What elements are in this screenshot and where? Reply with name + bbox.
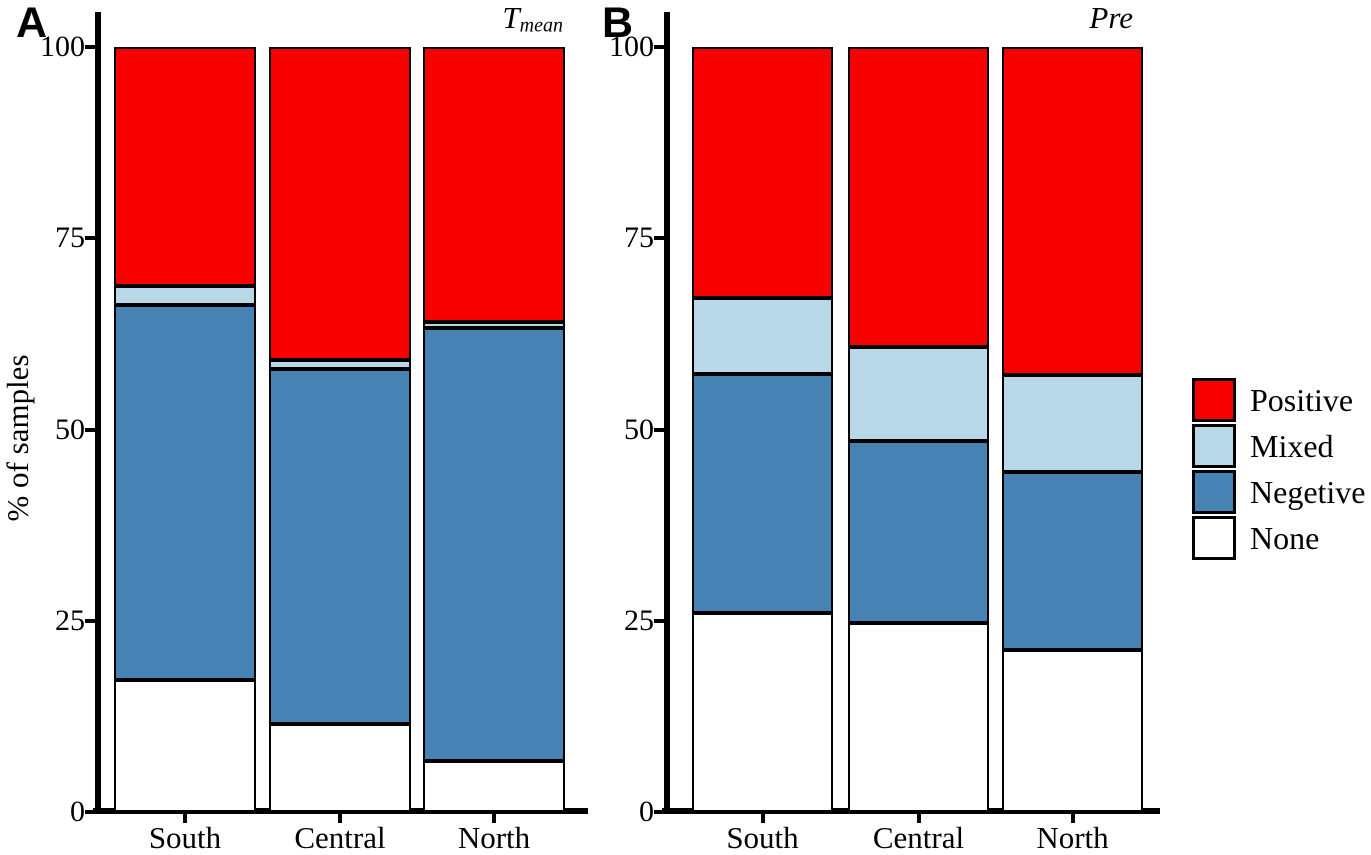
- x-tick-label: Central: [294, 820, 386, 855]
- panel-label-b: B: [602, 0, 634, 47]
- bar-segment-negetive-south: [114, 304, 256, 680]
- y-tick-mark: [654, 45, 664, 49]
- bar-segment-mixed-central: [848, 346, 989, 441]
- bar-segment-negetive-central: [848, 440, 989, 624]
- y-tick-label: 100: [40, 30, 85, 63]
- y-tick-mark: [654, 427, 664, 432]
- bar-segment-mixed-north: [423, 321, 565, 328]
- legend-item-mixed: Mixed: [1192, 424, 1366, 468]
- x-tick-label: South: [148, 820, 222, 855]
- y-tick-mark: [654, 236, 664, 241]
- y-tick-label: 75: [55, 221, 85, 255]
- bar-segment-positive-south: [114, 47, 256, 287]
- y-tick-mark: [85, 810, 95, 814]
- x-tick-mark: [1070, 814, 1075, 823]
- y-tick-label: 50: [624, 412, 654, 446]
- bar-segment-positive-north: [423, 47, 565, 322]
- y-tick-label: 50: [55, 412, 85, 446]
- legend-swatch-mixed: [1192, 424, 1236, 468]
- legend-swatch-negetive: [1192, 470, 1236, 514]
- legend-item-positive: Positive: [1192, 378, 1366, 422]
- y-tick-mark: [85, 618, 95, 623]
- y-tick-label: 25: [624, 603, 654, 637]
- x-tick-mark: [492, 814, 496, 823]
- x-tick-label: North: [457, 820, 531, 855]
- panel-title-b: Pre: [870, 2, 1133, 36]
- x-tick-mark: [916, 814, 921, 823]
- bar-segment-positive-central: [848, 47, 989, 347]
- x-tick-label: Central: [872, 820, 965, 855]
- legend: Positive Mixed Negetive None: [1192, 378, 1366, 562]
- bar-segment-none-central: [848, 623, 989, 812]
- bar-segment-positive-south: [692, 47, 833, 298]
- bar-segment-none-north: [1002, 649, 1143, 812]
- bar-segment-positive-north: [1002, 47, 1143, 376]
- y-tick-mark: [654, 810, 664, 814]
- legend-item-none: None: [1192, 516, 1366, 560]
- y-tick-mark: [85, 427, 95, 432]
- legend-label: Positive: [1250, 382, 1354, 418]
- bar-segment-none-south: [114, 679, 256, 812]
- y-axis-line-a: [95, 12, 101, 814]
- legend-swatch-positive: [1192, 378, 1236, 422]
- bar-segment-mixed-south: [692, 297, 833, 375]
- bar-segment-negetive-north: [1002, 471, 1143, 650]
- x-tick-label: North: [1036, 820, 1109, 855]
- bar-segment-none-central: [269, 724, 411, 812]
- y-axis-title: % of samples: [0, 354, 35, 522]
- y-tick-label: 0: [639, 795, 654, 828]
- legend-swatch-none: [1192, 516, 1236, 560]
- y-tick-label: 25: [55, 603, 85, 637]
- bar-segment-none-north: [423, 760, 565, 812]
- bar-segment-negetive-north: [423, 327, 565, 761]
- panel-title-a-text: T: [502, 0, 520, 35]
- legend-label: Negetive: [1250, 474, 1366, 510]
- bar-segment-positive-central: [269, 47, 411, 360]
- y-axis-line-b: [664, 12, 670, 814]
- legend-label: Mixed: [1250, 428, 1334, 464]
- panel-title-a-subscript: mean: [519, 14, 563, 37]
- x-tick-mark: [760, 814, 765, 823]
- bar-segment-negetive-central: [269, 369, 411, 725]
- x-tick-mark: [183, 814, 187, 823]
- bar-segment-mixed-north: [1002, 375, 1143, 472]
- legend-label: None: [1250, 520, 1320, 556]
- y-tick-mark: [85, 45, 95, 49]
- y-tick-mark: [654, 618, 664, 623]
- bar-segment-negetive-south: [692, 374, 833, 614]
- panel-title-a: Tmean: [300, 2, 563, 36]
- x-tick-mark: [338, 814, 342, 823]
- y-tick-label: 75: [624, 221, 654, 255]
- panel-label-a: A: [16, 0, 48, 47]
- x-tick-label: South: [726, 820, 799, 855]
- y-tick-mark: [85, 236, 95, 241]
- y-tick-label: 0: [70, 795, 85, 828]
- legend-item-negetive: Negetive: [1192, 470, 1366, 514]
- y-tick-label: 100: [609, 30, 654, 63]
- panel-title-b-text: Pre: [1089, 0, 1133, 35]
- bar-segment-mixed-central: [269, 359, 411, 370]
- bar-segment-mixed-south: [114, 286, 256, 305]
- bar-segment-none-south: [692, 613, 833, 812]
